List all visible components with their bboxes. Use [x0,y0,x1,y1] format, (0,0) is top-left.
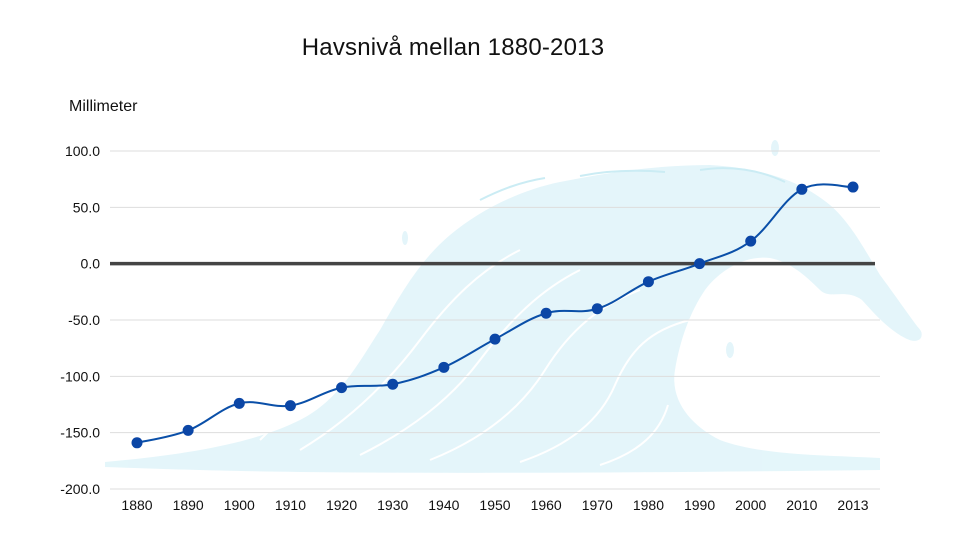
data-point-2010 [796,183,808,195]
x-tick-label: 2010 [786,497,817,513]
y-tick-label: -150.0 [60,425,100,441]
data-point-1900 [233,397,245,409]
x-tick-label: 1890 [173,497,204,513]
y-axis-label: Millimeter [69,98,138,115]
y-tick-label: -100.0 [60,368,100,384]
data-point-1880 [131,437,143,449]
x-tick-label: 1910 [275,497,306,513]
data-point-1930 [387,378,399,390]
x-tick-label: 1980 [633,497,664,513]
x-tick-labels: 1880 1890 1900 1910 1920 1930 1940 1950 1960 1970… [121,497,868,513]
x-tick-label: 1970 [582,497,613,513]
y-tick-label: -50.0 [68,312,100,328]
x-tick-label: 2013 [837,497,868,513]
gridlines [110,150,880,490]
data-points [131,181,859,449]
x-tick-label: 1960 [531,497,562,513]
data-point-1990 [694,258,706,270]
data-point-1980 [642,276,654,288]
data-point-1920 [336,382,348,394]
x-tick-label: 1940 [428,497,459,513]
data-point-1910 [284,400,296,412]
data-point-1970 [591,303,603,315]
x-tick-label: 1920 [326,497,357,513]
x-tick-label: 1880 [121,497,152,513]
x-tick-label: 1990 [684,497,715,513]
data-point-1890 [182,424,194,436]
y-tick-label: 100.0 [65,143,100,159]
y-tick-label: -200.0 [60,481,100,497]
x-tick-label: 2000 [735,497,766,513]
data-point-2000 [745,235,757,247]
x-tick-label: 1930 [377,497,408,513]
y-tick-label: 0.0 [81,256,101,272]
data-point-1950 [489,333,501,345]
data-point-1960 [540,307,552,319]
x-tick-label: 1950 [479,497,510,513]
x-tick-label: 1900 [224,497,255,513]
data-point-1940 [438,361,450,373]
y-tick-label: 50.0 [73,199,100,215]
y-tick-labels: 100.0 50.0 0.0 -50.0 -100.0 -150.0 -200.0 [60,143,100,497]
chart-title: Havsnivå mellan 1880-2013 [301,34,605,61]
data-point-2013 [847,181,859,193]
